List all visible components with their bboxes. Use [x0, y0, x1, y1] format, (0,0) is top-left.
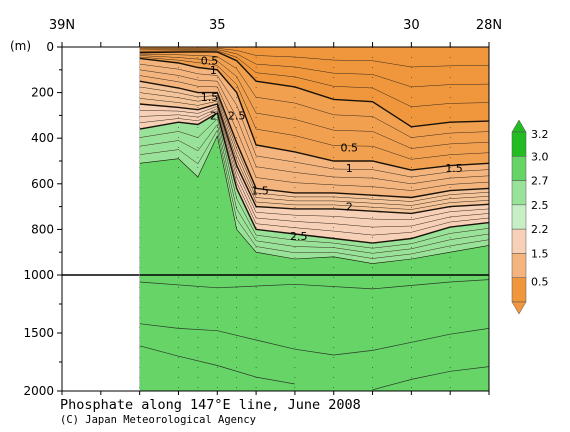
- minor-contour: [139, 110, 489, 236]
- contour-lines: [139, 47, 489, 391]
- minor-contour: [139, 105, 489, 220]
- contour-2-5: [139, 112, 489, 244]
- credit-text: (C) Japan Meteorological Agency: [60, 414, 256, 426]
- colorbar-bin: [511, 253, 527, 278]
- colorbar-label: 2.7: [531, 175, 549, 188]
- colorbar-bin: [511, 204, 527, 230]
- minor-contour: [139, 69, 489, 185]
- minor-contour: [139, 53, 489, 138]
- minor-contour: [139, 129, 489, 259]
- colorbar-label: 2.5: [531, 199, 549, 212]
- contour-label: 1.5: [251, 185, 269, 198]
- contour-label: 0.5: [341, 141, 359, 154]
- contour-2-7: [139, 134, 489, 264]
- y-tick-label: 400: [31, 131, 54, 145]
- colorbar-bin: [511, 131, 527, 157]
- plot-area: [139, 47, 490, 391]
- contour-label: 2: [210, 109, 217, 122]
- colorbar-arrow-bottom: [511, 301, 527, 315]
- colorbar-label: 3.0: [531, 150, 549, 163]
- deep-contour-1: [139, 279, 489, 290]
- contour-0-5: [139, 51, 489, 128]
- colorbar-label: 1.5: [531, 247, 549, 260]
- y-tick-label: 0: [46, 40, 54, 54]
- minor-contour: [139, 75, 489, 191]
- colorbar-label: 0.5: [531, 276, 549, 289]
- x-tick-label: 30: [403, 18, 420, 33]
- y-tick-label: 600: [31, 177, 54, 191]
- contour-1: [139, 57, 489, 171]
- deep-contour-4: [372, 366, 489, 391]
- plot-frame: [61, 46, 490, 392]
- chart-title: Phosphate along 147°E line, June 2008: [60, 397, 361, 413]
- y-tick-label: 1000: [23, 268, 54, 282]
- colorbar-arrow-top: [511, 119, 527, 133]
- contour-label: 2.5: [228, 109, 246, 122]
- minor-contour: [139, 49, 489, 88]
- minor-contour: [139, 56, 489, 160]
- minor-contour: [139, 55, 489, 149]
- y-tick-label: 2000: [23, 384, 54, 398]
- contour-label: 2: [346, 201, 353, 214]
- y-tick-label: 800: [31, 222, 54, 236]
- contour-label: 1: [210, 64, 217, 77]
- contour-labels: 0.511.52 2.50.51 1.51.522.5: [201, 55, 463, 244]
- colorbar-bin: [511, 228, 527, 254]
- contour-1-5: [139, 80, 489, 199]
- contour-label: 2.5: [290, 230, 308, 243]
- contour-2: [139, 103, 489, 215]
- deep-contour-2: [139, 323, 489, 356]
- minor-contour: [139, 86, 489, 202]
- axes: 39N 35 30 28N 0 200 400 600 800 1000 1500 2000 (m): [10, 18, 502, 398]
- minor-contour: [139, 50, 489, 108]
- y-unit-label: (m): [10, 39, 31, 53]
- minor-contour: [139, 108, 489, 228]
- y-tick-label: 200: [31, 86, 54, 100]
- minor-contour: [139, 47, 489, 68]
- minor-contour: [139, 123, 489, 254]
- minor-contour: [139, 98, 489, 210]
- colorbar-bin: [511, 277, 527, 303]
- contour-label: 1: [346, 162, 353, 175]
- minor-contour: [139, 92, 489, 206]
- x-tick-label: 28N: [476, 18, 502, 33]
- colorbar-legend: 3.2 3.0 2.7 2.5 2.2 1.5 0.5: [511, 119, 549, 315]
- colorbar-label: 2.2: [531, 223, 549, 236]
- colorbar-label: 3.2: [531, 128, 549, 141]
- minor-contour: [139, 63, 489, 178]
- x-tick-label: 39N: [49, 18, 75, 33]
- band-above-0.5: [139, 47, 489, 127]
- contour-label: 1.5: [201, 91, 219, 104]
- minor-contour: [139, 118, 489, 249]
- colorbar-bin: [511, 180, 527, 206]
- colorbar-bin: [511, 156, 527, 181]
- x-tick-label: 35: [209, 18, 226, 33]
- deep-contour-3: [139, 345, 295, 385]
- contour-label: 0.5: [201, 55, 219, 68]
- contour-label: 1.5: [445, 162, 463, 175]
- y-tick-label: 1500: [23, 326, 54, 340]
